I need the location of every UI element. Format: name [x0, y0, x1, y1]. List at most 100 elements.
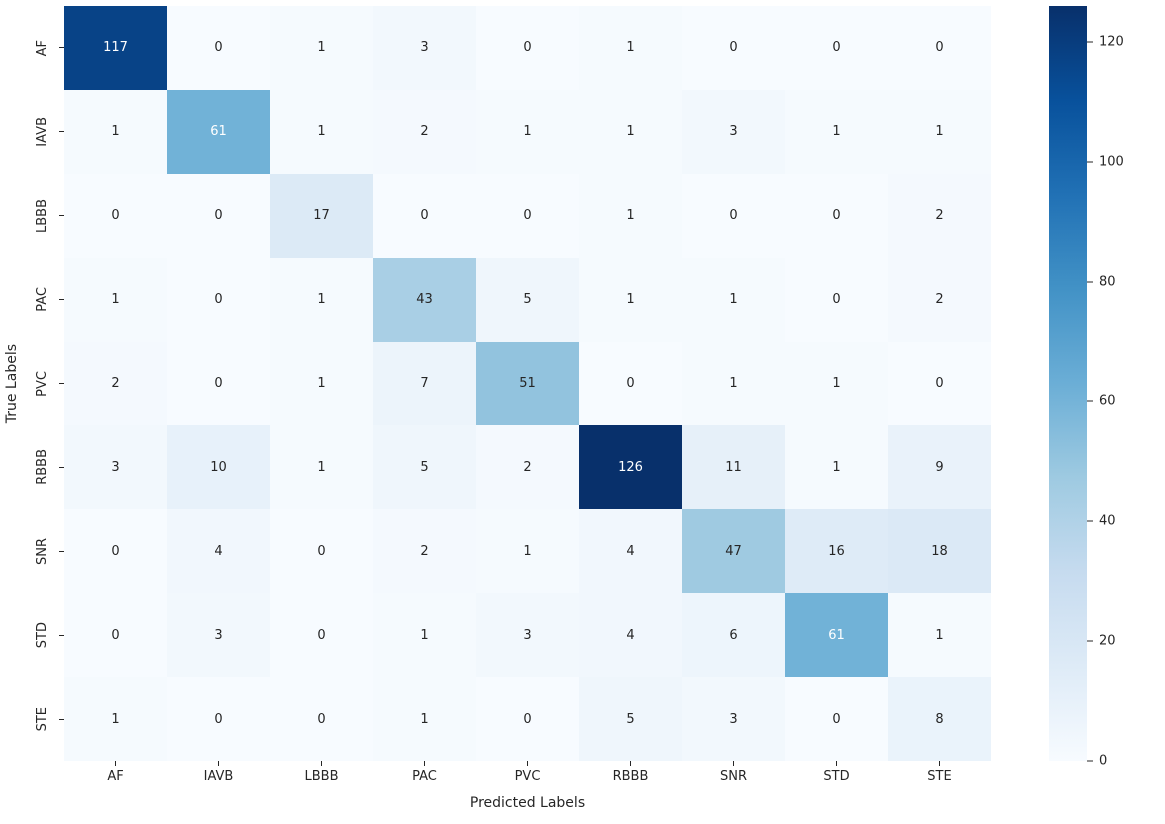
heatmap-cell-LBBB-LBBB: 17 [270, 173, 373, 258]
heatmap-cell-LBBB-AF: 0 [64, 173, 167, 258]
heatmap-cell-SNR-SNR: 47 [682, 509, 785, 594]
y-tick-mark [59, 174, 64, 258]
heatmap-cell-AF-LBBB: 1 [270, 6, 373, 90]
heatmap-cell-PAC-PAC: 43 [373, 257, 476, 342]
y-tick-label-AF: AF [34, 39, 50, 57]
heatmap-cell-PAC-STE: 2 [888, 257, 991, 342]
heatmap-cell-AF-IAVB: 0 [167, 6, 270, 90]
colorbar-tick-mark [1087, 281, 1093, 283]
heatmap-cell-STD-RBBB: 4 [579, 593, 682, 678]
y-axis-title: True Labels [4, 343, 20, 424]
colorbar-tick-mark [1087, 400, 1093, 402]
heatmap-cell-RBBB-IAVB: 10 [167, 425, 270, 510]
heatmap-cell-LBBB-IAVB: 0 [167, 173, 270, 258]
heatmap-cell-PAC-AF: 1 [64, 257, 167, 342]
colorbar-tick-label: 20 [1099, 633, 1116, 649]
heatmap-cell-STE-RBBB: 5 [579, 677, 682, 761]
heatmap-cell-SNR-LBBB: 0 [270, 509, 373, 594]
heatmap-cell-SNR-IAVB: 4 [167, 509, 270, 594]
heatmap-cell-STD-LBBB: 0 [270, 593, 373, 678]
heatmap-cell-PVC-RBBB: 0 [579, 341, 682, 426]
x-tick-marks [64, 761, 991, 766]
heatmap-cell-AF-PVC: 0 [476, 6, 579, 90]
x-axis-title: Predicted Labels [469, 795, 586, 811]
x-tick-label-LBBB: LBBB [304, 769, 339, 784]
x-tick-labels: AF IAVB LBBB PAC PVC RBBB SNR STD STE [64, 769, 991, 784]
heatmap-cell-RBBB-STD: 1 [785, 425, 888, 510]
heatmap-cell-PVC-SNR: 1 [682, 341, 785, 426]
heatmap-cell-IAVB-LBBB: 1 [270, 89, 373, 174]
heatmap-cell-SNR-STD: 16 [785, 509, 888, 594]
y-tick-label-LBBB: LBBB [34, 198, 50, 233]
x-tick-mark [476, 761, 579, 766]
heatmap-cell-AF-PAC: 3 [373, 6, 476, 90]
y-tick-mark [59, 6, 64, 90]
heatmap-cell-RBBB-STE: 9 [888, 425, 991, 510]
heatmap-cell-PAC-LBBB: 1 [270, 257, 373, 342]
y-tick-mark [59, 425, 64, 509]
y-tick-label-PAC: PAC [34, 287, 50, 312]
y-tick-mark [59, 258, 64, 342]
heatmap-cell-IAVB-PVC: 1 [476, 89, 579, 174]
heatmap-cell-PAC-RBBB: 1 [579, 257, 682, 342]
heatmap-cell-PVC-PAC: 7 [373, 341, 476, 426]
x-tick-mark [167, 761, 270, 766]
y-axis-title-box: True Labels [2, 6, 22, 761]
colorbar-tick-0: 0 [1087, 754, 1107, 769]
x-tick-label-STE: STE [927, 769, 952, 784]
colorbar-tick-label: 80 [1099, 274, 1116, 290]
colorbar-tick-80: 80 [1087, 274, 1116, 289]
y-tick-mark [59, 90, 64, 174]
heatmap-cell-STE-STE: 8 [888, 677, 991, 761]
heatmap-cell-RBBB-PAC: 5 [373, 425, 476, 510]
heatmap-cell-LBBB-PVC: 0 [476, 173, 579, 258]
colorbar-tick-mark [1087, 161, 1093, 163]
x-tick-label-AF: AF [107, 769, 124, 784]
heatmap-cell-IAVB-RBBB: 1 [579, 89, 682, 174]
heatmap-cell-RBBB-RBBB: 126 [579, 425, 682, 510]
heatmap-cell-RBBB-LBBB: 1 [270, 425, 373, 510]
heatmap-cell-STE-IAVB: 0 [167, 677, 270, 761]
heatmap-cell-IAVB-AF: 1 [64, 89, 167, 174]
heatmap-cell-PAC-SNR: 1 [682, 257, 785, 342]
heatmap-cell-AF-AF: 117 [64, 6, 167, 90]
x-tick-mark [785, 761, 888, 766]
heatmap-cell-STD-PVC: 3 [476, 593, 579, 678]
y-tick-mark [59, 342, 64, 426]
heatmap-cell-STD-STE: 1 [888, 593, 991, 678]
heatmap-cell-LBBB-STE: 2 [888, 173, 991, 258]
x-tick-label-RBBB: RBBB [612, 769, 649, 784]
heatmap-cell-PVC-PVC: 51 [476, 341, 579, 426]
heatmap-cell-LBBB-PAC: 0 [373, 173, 476, 258]
heatmap-cell-SNR-RBBB: 4 [579, 509, 682, 594]
heatmap-cell-LBBB-RBBB: 1 [579, 173, 682, 258]
y-tick-labels: AF IAVB LBBB PAC PVC RBBB SNR STD STE [30, 6, 54, 761]
colorbar-tick-mark [1087, 760, 1093, 762]
heatmap-cell-STE-LBBB: 0 [270, 677, 373, 761]
heatmap-cell-IAVB-IAVB: 61 [167, 89, 270, 174]
heatmap-cell-LBBB-STD: 0 [785, 173, 888, 258]
heatmap-cell-PVC-LBBB: 1 [270, 341, 373, 426]
heatmap-cell-AF-SNR: 0 [682, 6, 785, 90]
y-tick-mark [59, 509, 64, 593]
x-tick-mark [888, 761, 991, 766]
colorbar-tick-label: 120 [1099, 34, 1124, 50]
x-tick-mark [270, 761, 373, 766]
heatmap-cell-PAC-IAVB: 0 [167, 257, 270, 342]
heatmap-cell-SNR-PVC: 1 [476, 509, 579, 594]
heatmap-cell-STE-PVC: 0 [476, 677, 579, 761]
heatmap-cell-AF-STE: 0 [888, 6, 991, 90]
colorbar-ticks: 0 20 40 60 80 100 120 [1087, 6, 1157, 769]
colorbar-tick-label: 100 [1099, 154, 1124, 170]
x-tick-label-SNR: SNR [719, 769, 747, 784]
heatmap-cell-STD-STD: 61 [785, 593, 888, 678]
colorbar-tick-40: 40 [1087, 514, 1116, 529]
colorbar-tick-120: 120 [1087, 34, 1124, 49]
y-tick-mark [59, 677, 64, 761]
colorbar-tick-100: 100 [1087, 154, 1124, 169]
colorbar-tick-60: 60 [1087, 394, 1116, 409]
x-tick-label-IAVB: IAVB [203, 769, 234, 784]
heatmap-cell-STD-SNR: 6 [682, 593, 785, 678]
colorbar-tick-mark [1087, 41, 1093, 43]
